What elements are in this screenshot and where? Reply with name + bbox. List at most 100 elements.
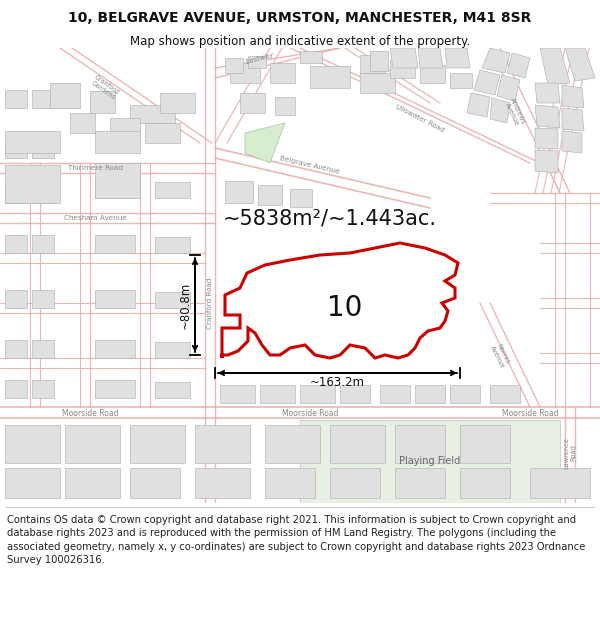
Text: Cranford Road: Cranford Road [207, 278, 213, 329]
Bar [160, 93, 195, 113]
Polygon shape [145, 123, 180, 143]
Text: Chesham Avenue: Chesham Avenue [64, 215, 127, 221]
Bar [5, 140, 27, 158]
Bar [270, 63, 295, 83]
Bar [300, 385, 335, 403]
Text: Ullswater Road: Ullswater Road [395, 103, 445, 133]
Bar [65, 468, 120, 498]
Bar [395, 468, 445, 498]
Bar [390, 60, 415, 78]
Polygon shape [482, 48, 510, 73]
Bar [258, 185, 282, 205]
Text: Lawrence
Road: Lawrence Road [563, 437, 577, 469]
Bar [32, 185, 54, 203]
Bar [155, 182, 190, 198]
Bar [5, 290, 27, 308]
Bar [5, 185, 27, 203]
Bar [450, 73, 472, 88]
Bar [300, 51, 322, 63]
Bar [50, 83, 80, 108]
Polygon shape [540, 48, 570, 85]
Bar [65, 425, 120, 463]
Bar [95, 131, 140, 153]
Bar [90, 91, 115, 113]
Bar [360, 55, 385, 73]
Bar [395, 425, 445, 463]
Bar [360, 73, 395, 93]
Polygon shape [222, 243, 458, 358]
Bar [5, 90, 27, 108]
Bar [248, 56, 266, 68]
Bar [95, 340, 135, 358]
Polygon shape [535, 150, 558, 173]
Bar [290, 189, 312, 207]
Bar [490, 385, 520, 403]
Polygon shape [390, 48, 418, 68]
Bar [225, 181, 253, 203]
Text: Norres
Avenue: Norres Avenue [488, 341, 511, 369]
Text: ~163.2m: ~163.2m [310, 376, 365, 389]
Polygon shape [497, 75, 520, 101]
Bar [95, 290, 135, 308]
Bar [240, 93, 265, 113]
Bar [265, 468, 315, 498]
Bar [95, 180, 135, 198]
Text: Belgrave Avenue: Belgrave Avenue [280, 155, 341, 175]
Polygon shape [565, 48, 595, 81]
Bar [155, 382, 190, 398]
Bar [5, 165, 60, 203]
Bar [5, 380, 27, 398]
Polygon shape [245, 123, 285, 163]
Text: Map shows position and indicative extent of the property.: Map shows position and indicative extent… [130, 34, 470, 48]
Bar [130, 105, 175, 123]
Bar [310, 66, 350, 88]
Bar [5, 468, 60, 498]
Polygon shape [535, 128, 558, 149]
Bar [340, 385, 370, 403]
Bar [195, 425, 250, 463]
Bar [5, 131, 60, 153]
Bar [260, 385, 295, 403]
Polygon shape [535, 83, 560, 103]
Bar [130, 425, 185, 463]
Polygon shape [562, 131, 582, 153]
Bar [95, 163, 140, 198]
Bar [420, 65, 445, 83]
Bar [330, 468, 380, 498]
Bar [265, 425, 320, 463]
Bar [380, 385, 410, 403]
Text: Moorside Road: Moorside Road [62, 409, 118, 418]
Bar [155, 237, 190, 253]
Bar [300, 420, 560, 503]
Bar [32, 90, 54, 108]
Text: Moorside Road: Moorside Road [282, 409, 338, 418]
Polygon shape [507, 53, 530, 78]
Bar [460, 425, 510, 463]
Bar [130, 468, 180, 498]
Polygon shape [535, 105, 560, 128]
Polygon shape [110, 118, 140, 138]
Polygon shape [474, 70, 500, 95]
Text: Moorside Road: Moorside Road [502, 409, 558, 418]
Bar [32, 380, 54, 398]
Bar [230, 63, 260, 83]
Text: 10: 10 [328, 294, 362, 322]
Polygon shape [445, 48, 470, 68]
Bar [460, 468, 510, 498]
Bar [330, 425, 385, 463]
Polygon shape [70, 113, 95, 133]
Bar [155, 292, 190, 308]
Polygon shape [370, 51, 388, 71]
Bar [415, 385, 445, 403]
Text: Contains OS data © Crown copyright and database right 2021. This information is : Contains OS data © Crown copyright and d… [7, 515, 586, 565]
Bar [530, 468, 590, 498]
Polygon shape [562, 85, 584, 108]
Bar [225, 58, 243, 73]
Text: Eastway: Eastway [245, 51, 275, 64]
Text: ~80.8m: ~80.8m [179, 281, 191, 329]
Text: 10, BELGRAVE AVENUE, URMSTON, MANCHESTER, M41 8SR: 10, BELGRAVE AVENUE, URMSTON, MANCHESTER… [68, 11, 532, 24]
Bar [220, 385, 255, 403]
Bar [32, 340, 54, 358]
Bar [5, 235, 27, 253]
Bar [450, 385, 480, 403]
